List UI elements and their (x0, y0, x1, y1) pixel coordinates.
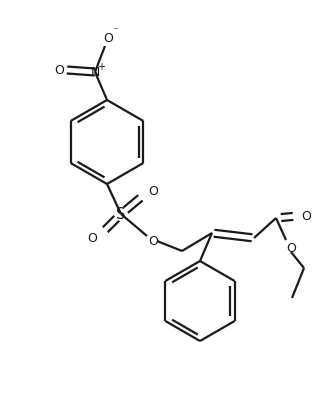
Text: O: O (54, 63, 64, 76)
Text: O: O (148, 184, 158, 197)
Text: O: O (286, 242, 296, 255)
Text: O: O (87, 232, 97, 245)
Text: S: S (116, 206, 126, 221)
Text: O: O (301, 210, 311, 223)
Text: +: + (97, 62, 105, 72)
Text: N: N (90, 65, 100, 78)
Text: O: O (103, 32, 113, 45)
Text: ⁻: ⁻ (112, 26, 118, 36)
Text: O: O (148, 234, 158, 247)
